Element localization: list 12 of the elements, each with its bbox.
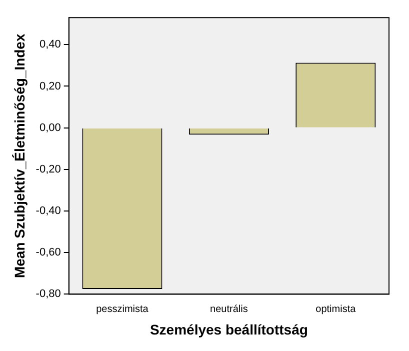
y-tick-label: -0,80 bbox=[36, 288, 61, 300]
y-tick-label: -0,60 bbox=[36, 246, 61, 259]
y-tick-label: -0,40 bbox=[36, 205, 61, 218]
x-tick-label: neutrális bbox=[210, 304, 248, 315]
x-tick-label: optimista bbox=[316, 304, 356, 315]
x-axis-title: Személyes beállítottság bbox=[150, 321, 308, 338]
y-axis-title: Mean Szubjektív_Életminőség_Index bbox=[11, 34, 28, 278]
y-tick-label: 0,20 bbox=[39, 80, 61, 92]
y-tick-label: 0,00 bbox=[39, 122, 61, 134]
y-tick-label: 0,40 bbox=[39, 38, 61, 51]
x-tick-label: pesszimista bbox=[96, 304, 149, 315]
y-tick-label: -0,20 bbox=[36, 163, 61, 176]
